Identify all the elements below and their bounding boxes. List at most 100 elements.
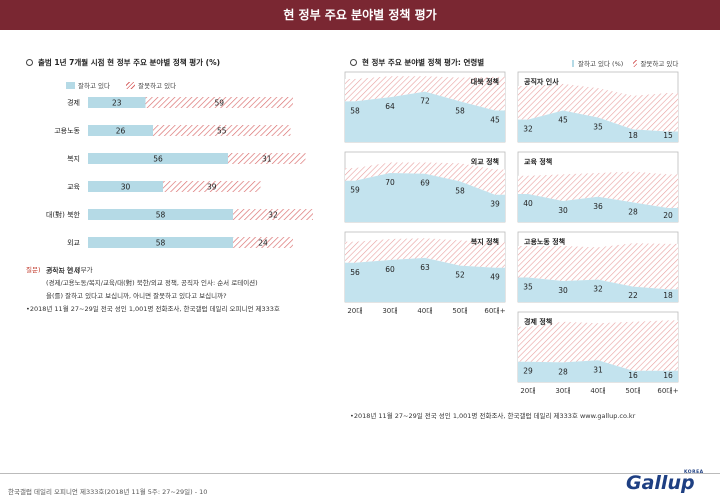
x-tick-label: 40대 [590,387,605,395]
bar-bad [233,237,293,248]
bar-category-label: 공직자 인사 [45,267,80,275]
bar-category-label: 외교 [67,239,80,247]
area-value-label: 31 [593,365,603,374]
panel-title: 공직자 인사 [524,77,559,86]
right-legend: 잘하고 있다 (%) 잘못하고 있다 [572,58,678,68]
question-line-2: (경제/고용노동/복지/교육/대(對) 북한/외교 정책, 공직자 인사: 순서… [46,279,258,287]
area-value-label: 28 [628,207,638,216]
bar-bad [228,153,306,164]
area-bad [345,238,505,268]
x-tick-label: 30대 [555,387,570,395]
area-value-label: 35 [523,283,533,292]
area-panel: 40 30 36 28 20 교육 정책 [517,151,679,223]
left-legend: 잘하고 있다 잘못하고 있다 [66,80,176,90]
area-bad [518,243,678,290]
legend-bad-label: 잘못하고 있다 [138,82,177,90]
area-panel: 59 70 69 58 39 외교 정책 [344,151,506,223]
area-value-label: 18 [628,131,638,140]
area-panel: 58 64 72 58 45 대북 정책 [344,71,506,143]
logo-subtext: KOREA [684,470,704,475]
area-value-label: 30 [558,206,568,215]
bar-bad-value: 31 [262,155,272,164]
area-value-label: 16 [628,371,638,380]
legend-good-label: 잘하고 있다 (%) [578,60,624,68]
area-value-label: 40 [523,199,533,208]
bar-good-value: 30 [121,183,131,192]
area-good [518,194,678,222]
bar-bad [145,97,293,108]
bar-bad [233,209,313,220]
panel-title: 복지 정책 [471,237,499,246]
x-tick-label: 30대 [382,307,397,315]
area-value-label: 49 [490,273,500,282]
circle-bullet-icon [26,59,33,66]
survey-note-left: •2018년 11월 27~29일 전국 성인 1,001명 전화조사, 한국갤… [26,305,280,313]
area-value-label: 22 [628,291,638,300]
bar-category-label: 경제 [67,99,80,107]
bar-bad-value: 24 [258,239,268,248]
logo-text: Gallup [626,472,695,494]
x-tick-label: 20대 [347,307,362,315]
question-line-3: 을(를) 잘하고 있다고 보십니까, 아니면 잘못하고 있다고 보십니까? [46,292,227,300]
legend-good-swatch [66,82,75,89]
bar-good [88,97,146,108]
legend-bad-label: 잘못하고 있다 [640,60,679,68]
area-value-label: 70 [385,178,395,187]
area-value-label: 72 [420,97,430,106]
area-value-label: 58 [455,106,465,115]
gallup-logo: Gallup [626,472,695,494]
area-good [518,277,678,302]
area-value-label: 58 [455,186,465,195]
area-value-label: 58 [350,106,360,115]
legend-good-swatch [572,60,575,67]
area-panel: 29 28 31 16 16 경제 정책 [517,311,679,383]
bar-category-label: 고용노동 [54,127,80,135]
area-value-label: 45 [490,116,500,125]
question-text-1: 귀하는 현 정부가 [46,266,93,274]
legend-bad-swatch [126,82,136,89]
survey-note-right: •2018년 11월 27~29일 전국 성인 1,001명 전화조사, 한국갤… [350,412,636,420]
x-tick-label: 20대 [520,387,535,395]
area-good [518,110,678,142]
x-tick-label: 50대 [452,307,467,315]
bar-good [88,181,163,192]
area-value-label: 45 [558,116,568,125]
area-panel: 32 45 35 18 15 공직자 인사 [517,71,679,143]
left-chart-title: 출범 1년 7개월 시점 현 정부 주요 분야별 정책 평가 (%) [26,57,220,68]
area-value-label: 32 [523,125,533,134]
bar-good-value: 58 [156,239,166,248]
question-label: 질문) [26,266,41,274]
x-tick-label: 60대+ [484,307,505,315]
bar-bad-value: 55 [217,127,227,136]
area-value-label: 35 [593,123,603,132]
area-value-label: 15 [663,131,673,140]
area-bad [345,162,505,195]
area-value-label: 59 [350,186,360,195]
area-value-label: 60 [385,265,395,274]
area-value-label: 63 [420,263,430,272]
bar-good [88,237,233,248]
x-tick-label: 50대 [625,387,640,395]
bar-category-label: 교육 [67,183,80,191]
area-good [345,173,505,222]
bar-good [88,209,233,220]
stacked-bar-chart: 2359265556313039583258242843 [88,97,313,248]
bar-good [88,153,228,164]
bar-bad-value: 59 [214,99,224,108]
area-value-label: 56 [350,268,360,277]
area-value-label: 39 [490,200,500,209]
x-tick-label: 60대+ [657,387,678,395]
bar-category-label: 대(對) 북한 [45,211,80,219]
right-chart-title-text: 현 정부 주요 분야별 정책 평가: 연령별 [362,58,485,67]
circle-bullet-icon [350,59,357,66]
right-chart-title: 현 정부 주요 분야별 정책 평가: 연령별 [350,57,484,68]
question-line-1: 질문) 귀하는 현 정부가 [26,264,93,274]
area-panel: 56 60 63 52 49 복지 정책 [344,231,506,303]
area-bad [518,171,678,208]
panel-title: 대북 정책 [471,77,499,86]
area-value-label: 36 [593,202,603,211]
area-good [345,257,505,302]
footer-text: 한국갤럽 데일리 오피니언 제333호(2018년 11월 5주: 27~29일… [8,488,208,496]
bar-good-value: 56 [153,155,163,164]
panel-title: 경제 정책 [524,317,552,326]
